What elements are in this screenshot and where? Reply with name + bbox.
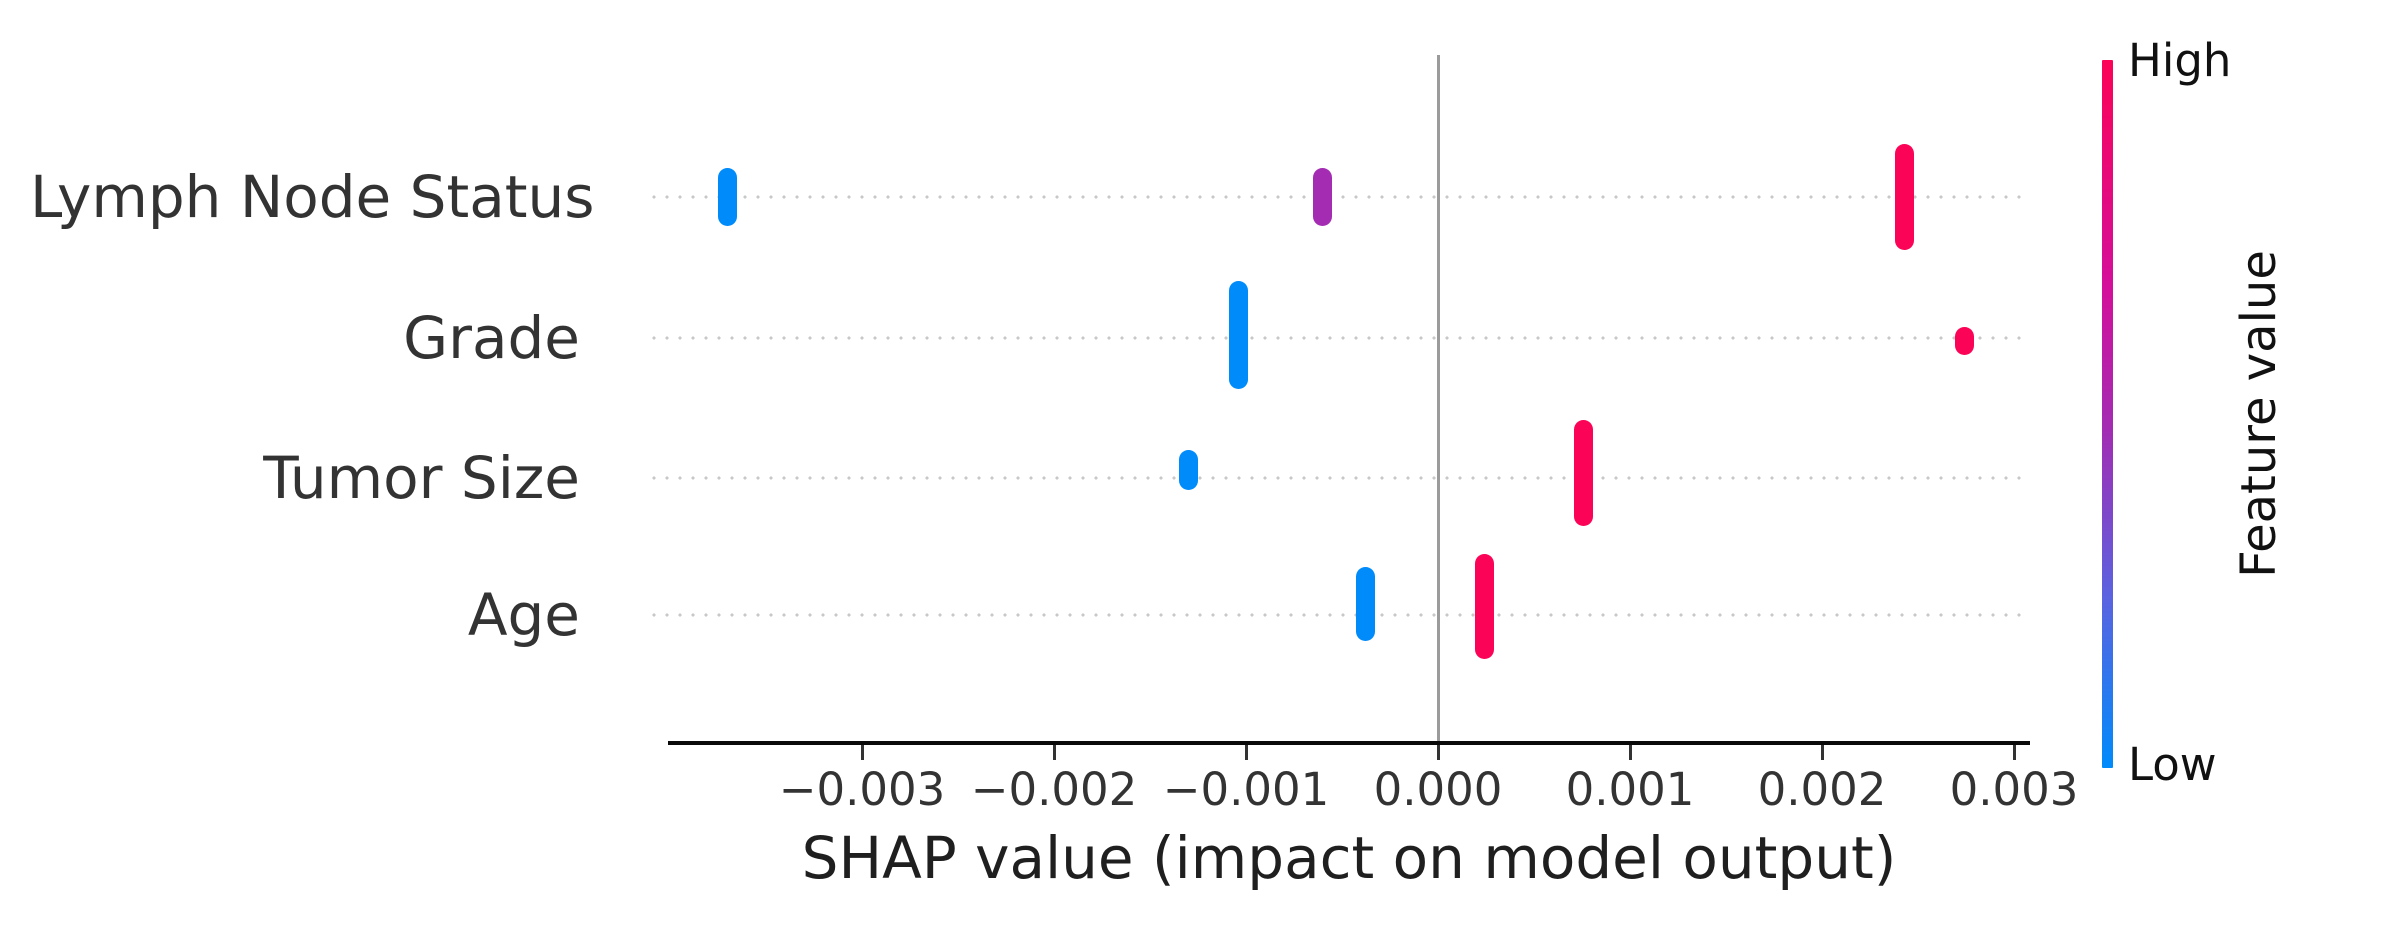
x-tick-mark: [1436, 745, 1440, 760]
x-axis-title: SHAP value (impact on model output): [801, 824, 1897, 892]
x-tick-label: −0.001: [1162, 763, 1330, 816]
colorbar-high-label: High: [2128, 34, 2232, 87]
colorbar-low-label: Low: [2128, 738, 2217, 791]
row-guide-line: [652, 336, 2030, 340]
feature-value-colorbar: [2102, 60, 2113, 768]
shap-point-age-high: [1474, 553, 1494, 659]
row-guide-line: [652, 613, 2030, 617]
shap-point-lymph-node-status-medium: [1313, 168, 1333, 226]
shap-point-grade-low: [1228, 281, 1248, 389]
feature-label-tumor-size: Tumor Size: [263, 444, 580, 512]
shap-point-age-low: [1355, 567, 1375, 641]
x-tick-mark: [1628, 745, 1632, 760]
row-guide-line: [652, 195, 2030, 199]
x-tick-label: 0.000: [1373, 763, 1503, 816]
shap-point-lymph-node-status-low: [718, 168, 738, 226]
shap-point-tumor-size-high: [1574, 420, 1594, 526]
shap-point-tumor-size-low: [1178, 450, 1198, 490]
x-tick-label: −0.002: [970, 763, 1138, 816]
feature-label-lymph-node-status: Lymph Node Status: [30, 163, 595, 231]
feature-label-grade: Grade: [403, 304, 580, 372]
x-tick-mark: [1820, 745, 1824, 760]
x-tick-label: 0.003: [1949, 763, 2079, 816]
feature-label-age: Age: [467, 581, 580, 649]
x-tick-mark: [2012, 745, 2016, 760]
x-tick-label: 0.001: [1565, 763, 1695, 816]
row-guide-line: [652, 476, 2030, 480]
shap-point-grade-high: [1954, 327, 1974, 355]
x-tick-mark: [860, 745, 864, 760]
x-tick-label: −0.003: [778, 763, 946, 816]
shap-point-lymph-node-status-high: [1895, 144, 1915, 250]
x-tick-mark: [1052, 745, 1056, 760]
x-axis-line: [668, 741, 2030, 745]
zero-reference-line: [1437, 55, 1440, 743]
x-tick-label: 0.002: [1757, 763, 1887, 816]
colorbar-title: Feature value: [2231, 250, 2287, 578]
x-tick-mark: [1244, 745, 1248, 760]
